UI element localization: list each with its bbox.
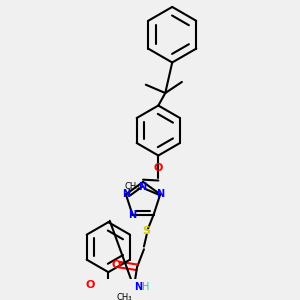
Text: S: S (143, 226, 151, 236)
Text: N: N (138, 182, 146, 192)
Text: N: N (122, 189, 130, 200)
Text: CH₃: CH₃ (125, 182, 140, 191)
Text: O: O (85, 280, 95, 290)
Text: N: N (128, 210, 136, 220)
Text: N: N (134, 282, 142, 292)
Text: CH₃: CH₃ (116, 292, 132, 300)
Text: O: O (154, 163, 163, 173)
Text: O: O (112, 260, 121, 269)
Text: H: H (142, 282, 149, 292)
Text: N: N (156, 189, 164, 200)
